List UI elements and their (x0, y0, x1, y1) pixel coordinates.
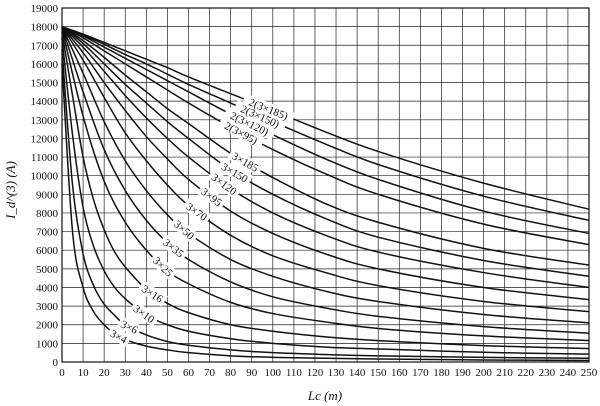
y-tick-label: 16000 (31, 59, 59, 71)
x-axis-title: Lc (m) (307, 388, 342, 403)
x-tick-label: 0 (59, 367, 65, 379)
x-tick-label: 170 (412, 367, 429, 379)
x-tick-label: 210 (496, 367, 513, 379)
x-tick-label: 10 (78, 367, 90, 379)
series-line (62, 27, 589, 245)
y-tick-label: 0 (53, 357, 59, 369)
y-tick-label: 13000 (31, 115, 59, 127)
series-line (62, 27, 589, 210)
series-line (62, 27, 589, 221)
x-tick-label: 160 (391, 367, 408, 379)
x-tick-label: 250 (581, 367, 598, 379)
y-tick-label: 15000 (31, 78, 59, 90)
y-axis-title: I_d^(3) (A) (3, 161, 18, 220)
y-tick-label: 14000 (31, 96, 59, 108)
series-line (62, 27, 589, 300)
x-tick-label: 40 (141, 367, 153, 379)
x-tick-label: 80 (225, 367, 237, 379)
line-chart: 3×43×63×103×163×253×353×503×703×953×1203… (0, 0, 600, 406)
x-tick-label: 220 (518, 367, 535, 379)
x-tick-label: 20 (99, 367, 111, 379)
x-tick-label: 200 (475, 367, 492, 379)
y-tick-label: 7000 (36, 227, 59, 239)
y-tick-label: 17000 (31, 40, 59, 52)
y-tick-label: 10000 (31, 171, 59, 183)
curve-label: 3×16 (137, 281, 168, 308)
x-tick-label: 70 (204, 367, 216, 379)
x-tick-label: 90 (246, 367, 258, 379)
x-tick-label: 100 (265, 367, 282, 379)
x-tick-label: 30 (120, 367, 132, 379)
y-tick-label: 5000 (36, 264, 59, 276)
x-tick-label: 130 (328, 367, 345, 379)
y-tick-label: 8000 (36, 208, 59, 220)
x-tick-labels: 0 10 20 30 40 50 60 70 80 90 100 110 120 130 140 150 160… (59, 367, 598, 379)
y-tick-label: 1000 (36, 338, 59, 350)
y-tick-label: 4000 (36, 282, 59, 294)
y-tick-label: 2000 (36, 320, 59, 332)
x-tick-label: 230 (539, 367, 556, 379)
y-tick-label: 3000 (36, 301, 59, 313)
x-tick-label: 110 (286, 367, 303, 379)
y-tick-label: 19000 (31, 3, 59, 15)
series-line (62, 27, 589, 323)
x-tick-label: 180 (433, 367, 450, 379)
x-tick-label: 120 (307, 367, 324, 379)
y-tick-labels: 0 1000 2000 3000 4000 5000 6000 7000 8000 9000 100… (31, 3, 59, 369)
x-tick-label: 150 (370, 367, 387, 379)
x-tick-label: 60 (183, 367, 195, 379)
x-tick-label: 240 (560, 367, 577, 379)
x-tick-label: 190 (454, 367, 471, 379)
y-tick-label: 9000 (36, 189, 59, 201)
y-tick-label: 12000 (31, 133, 59, 145)
x-tick-label: 140 (349, 367, 366, 379)
y-tick-label: 11000 (31, 152, 59, 164)
x-tick-label: 50 (162, 367, 174, 379)
y-tick-label: 18000 (31, 22, 59, 34)
y-tick-label: 6000 (36, 245, 59, 257)
